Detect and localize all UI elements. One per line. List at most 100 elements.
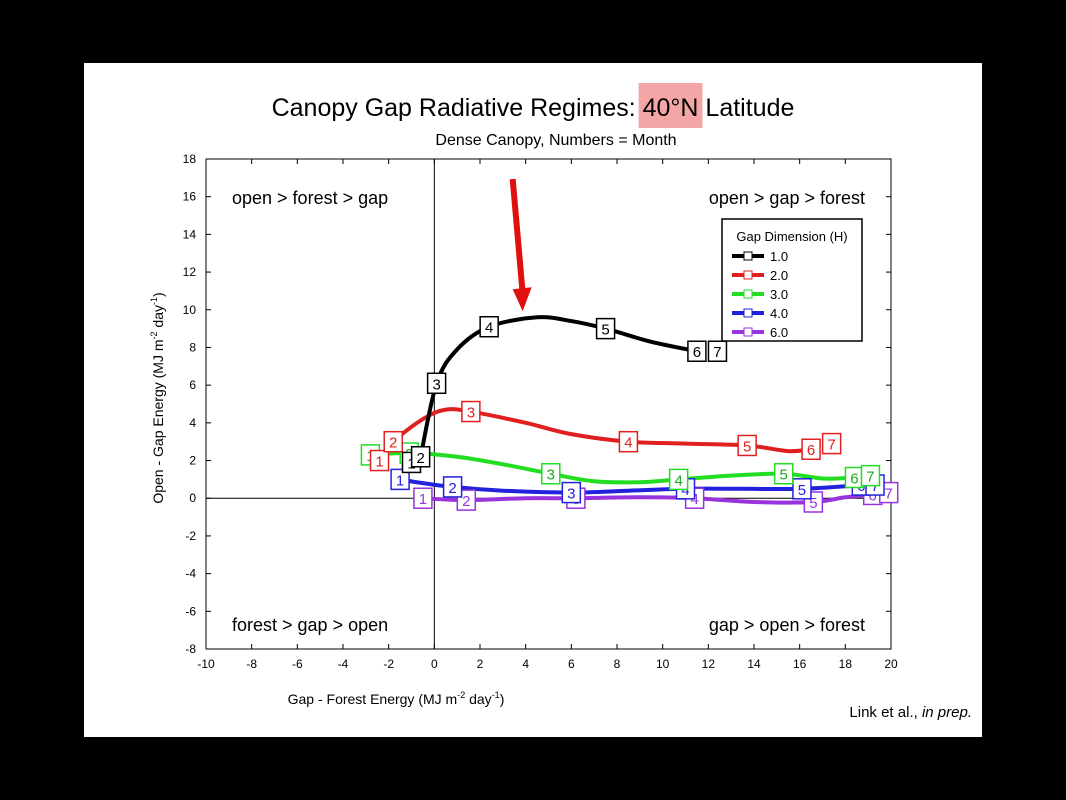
month-marker: 6 — [801, 438, 821, 460]
plot-frame — [205, 158, 892, 650]
month-label: 2 — [389, 435, 397, 452]
month-label: 6 — [850, 471, 858, 488]
month-label: 5 — [798, 482, 806, 499]
red-arrow-shaft — [509, 178, 526, 294]
month-label: 4 — [624, 435, 632, 452]
y-axis-title-text: Open - Gap Energy (MJ m — [150, 340, 166, 504]
series-line-4.0 — [398, 477, 864, 495]
month-label: 3 — [567, 486, 575, 503]
quadrant-label-top-right: open > gap > forest — [709, 188, 865, 208]
month-marker: 1 — [390, 468, 410, 491]
legend-label: 4.0 — [770, 306, 788, 321]
month-marker-box — [383, 430, 403, 453]
legend: Gap Dimension (H) 1.0 2.0 3.0 4.0 6.0 — [721, 218, 863, 342]
y-tick-label: 10 — [183, 303, 197, 317]
quadrant-label-top-left: open > forest > gap — [232, 188, 388, 208]
month-marker: 6 — [687, 340, 707, 362]
x-tick-label: 18 — [839, 657, 853, 671]
x-axis-title-end: ) — [500, 691, 505, 707]
y-tick-label: 14 — [183, 227, 197, 241]
month-marker: 5 — [737, 434, 757, 457]
quadrant-label-bottom-left: forest > gap > open — [232, 615, 388, 635]
month-marker-box — [410, 446, 431, 468]
legend-label: 1.0 — [770, 249, 788, 264]
y-tick-label: 0 — [189, 491, 196, 505]
red-arrow-head — [512, 287, 532, 312]
y-tick-label: 18 — [183, 152, 197, 166]
month-marker-box — [426, 372, 447, 395]
chart-title: Canopy Gap Radiative Regimes: 40°N Latit… — [272, 94, 795, 122]
x-tick-label: 10 — [656, 657, 670, 671]
month-label: 3 — [467, 405, 475, 422]
month-label: 2 — [416, 450, 424, 467]
y-axis-title-sup: -2 — [149, 331, 159, 339]
month-marker: 1 — [369, 449, 390, 472]
y-tick-label: 8 — [189, 340, 196, 354]
month-label: 7 — [827, 437, 835, 454]
legend-swatch-marker — [743, 308, 753, 318]
month-marker-box — [792, 478, 812, 500]
x-tick-label: -6 — [292, 657, 303, 671]
month-marker: 7 — [821, 432, 842, 455]
axes: -10 -8 -6 -4 -2 0 2 4 6 8 10 12 14 16 18 20-8-6-4-20246… — [183, 152, 898, 671]
legend-label: 2.0 — [770, 268, 788, 283]
legend-box — [721, 218, 863, 342]
month-marker: 2 — [410, 446, 431, 468]
month-label: 6 — [693, 344, 701, 361]
month-label: 6 — [869, 487, 877, 504]
x-tick-label: 4 — [522, 657, 529, 671]
y-axis-title-sup2: -1 — [149, 297, 159, 305]
chart-subtitle: Dense Canopy, Numbers = Month — [435, 132, 676, 149]
month-label: 3 — [432, 376, 440, 393]
month-marker: 7 — [860, 464, 881, 487]
x-tick-label: 8 — [614, 657, 621, 671]
month-marker: 6 — [844, 466, 865, 489]
month-marker-box — [737, 434, 757, 457]
month-label: 4 — [690, 491, 698, 508]
legend-swatch-marker — [743, 289, 753, 299]
month-label: 7 — [866, 469, 874, 486]
month-label: 3 — [547, 467, 555, 484]
month-marker-box — [369, 449, 390, 472]
x-axis-title-day: day — [465, 691, 491, 707]
x-axis-title-text: Gap - Forest Energy (MJ m — [288, 691, 458, 707]
month-marker-box — [821, 432, 842, 455]
month-label: 4 — [485, 320, 493, 337]
x-tick-label: -10 — [197, 657, 215, 671]
chart-title-start: Canopy Gap Radiative Regimes: — [272, 94, 643, 122]
y-axis-title: Open - Gap Energy (MJ m-2 day-1) — [149, 292, 166, 503]
month-label: 2 — [462, 493, 470, 510]
month-label: 1 — [375, 454, 383, 471]
chart-title-end: Latitude — [698, 94, 794, 122]
month-marker: 5 — [773, 462, 794, 485]
series-markers: 12345671234567123456712345671234567 — [360, 315, 899, 513]
x-tick-label: 12 — [702, 657, 716, 671]
citation-status: in prep. — [921, 704, 972, 721]
x-tick-label: -4 — [338, 657, 349, 671]
legend-label: 6.0 — [770, 325, 788, 340]
month-label: 1 — [396, 472, 404, 489]
y-tick-label: -6 — [185, 604, 196, 618]
month-marker-box — [541, 462, 561, 485]
month-marker-box — [595, 317, 616, 340]
month-marker-box — [860, 464, 881, 487]
y-tick-label: -2 — [185, 529, 196, 543]
month-label: 7 — [713, 344, 721, 361]
month-label: 5 — [780, 467, 788, 484]
month-marker-box — [442, 476, 463, 498]
y-tick-label: 4 — [189, 416, 196, 430]
month-marker-box — [801, 438, 821, 460]
month-marker-box — [461, 400, 481, 423]
x-tick-label: 16 — [793, 657, 807, 671]
month-marker-box — [479, 315, 499, 338]
month-marker: 2 — [442, 476, 463, 498]
series-line-1.0 — [418, 315, 699, 459]
x-axis-title: Gap - Forest Energy (MJ m-2 day-1) — [288, 690, 505, 707]
series-lines — [368, 315, 875, 505]
month-label: 1 — [419, 491, 427, 508]
legend-label: 3.0 — [770, 287, 788, 302]
chart-title-latitude: 40°N — [643, 94, 699, 122]
month-marker-box — [390, 468, 410, 491]
month-marker: 4 — [668, 468, 689, 491]
x-tick-label: -2 — [383, 657, 394, 671]
